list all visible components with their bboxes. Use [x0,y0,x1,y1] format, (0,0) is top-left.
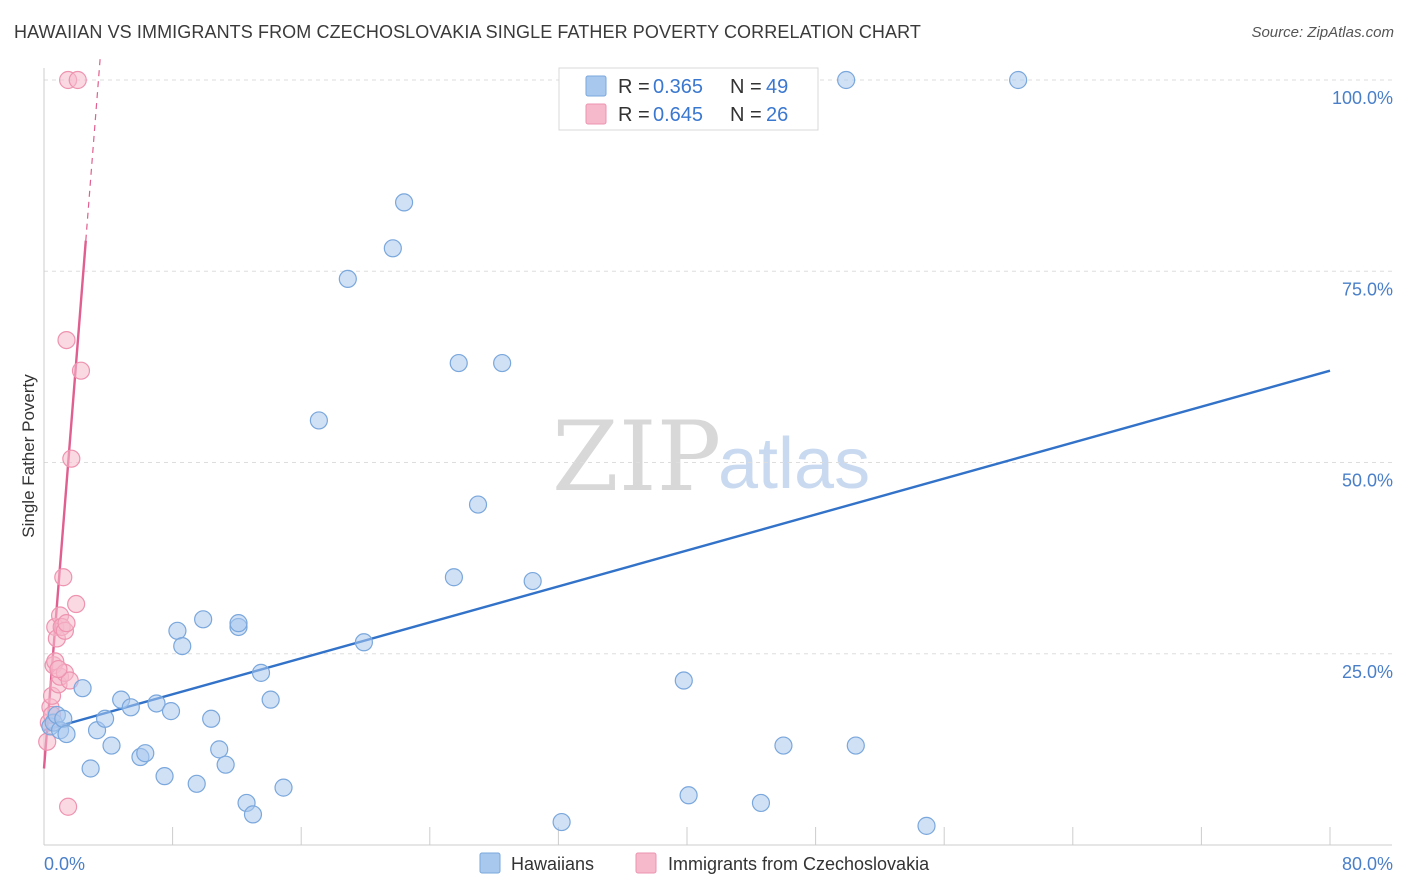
hawaiians-point-42 [552,812,571,832]
hawaiians-point-47 [837,70,856,90]
hawaiians-point-44 [679,786,698,805]
hawaiians-point-16 [155,767,174,786]
czechoslovakia-point-25 [49,659,68,679]
legend-n-value-1: 49 [766,76,788,98]
czechoslovakia-point-21 [62,449,81,468]
hawaiians-point-30 [261,690,280,709]
hawaiians-point-9 [95,709,115,728]
legend-swatch-czechoslovakia [585,103,607,125]
czechoslovakia-point-13 [54,568,73,587]
correlation-legend: R = 0.365 N = 49 R = 0.645 N = 26 [558,67,819,131]
hawaiians-point-28 [243,805,263,824]
x-tick-label-0: 0.0% [44,854,85,874]
hawaiians-point-22 [202,709,221,728]
hawaiians-point-5 [57,724,76,744]
series-hawaiians-points [41,70,1028,835]
legend-n-label-2: N = [730,104,762,126]
hawaiians-point-7 [81,759,100,778]
hawaiians-point-40 [493,353,512,373]
hawaiians-point-35 [383,239,402,258]
bottom-legend-swatch-czechoslovakia [635,852,657,874]
hawaiians-point-34 [354,633,373,652]
hawaiians-point-14 [136,744,155,763]
hawaiians-point-49 [917,816,936,835]
y-tick-label-0: 25.0% [1342,662,1393,682]
hawaiians-point-37 [444,568,464,587]
tick-labels: 25.0% 50.0% 75.0% 100.0% 0.0% 80.0% [44,88,1393,874]
hawaiians-point-48 [846,736,865,755]
hawaiians-point-33 [338,269,357,288]
watermark-zip: ZIP [552,401,721,513]
trend-line-2 [85,57,101,241]
hawaiians-point-21 [194,610,213,629]
bottom-legend-label-czechoslovakia: Immigrants from Czechoslovakia [668,854,930,874]
czechoslovakia-point-17 [57,331,76,350]
hawaiians-point-29 [251,663,271,682]
chart-title: HAWAIIAN VS IMMIGRANTS FROM CZECHOSLOVAK… [14,22,922,42]
series-czechoslovakia-points [38,70,91,816]
hawaiians-point-38 [449,353,468,373]
czechoslovakia-point-19 [59,797,78,816]
hawaiians-point-26 [229,614,248,633]
czechoslovakia-point-22 [67,594,86,614]
legend-r-label-2: R = [618,104,650,126]
legend-n-label-1: N = [730,76,762,98]
y-axis-label: Single Father Poverty [19,374,38,538]
hawaiians-point-12 [121,698,140,717]
hawaiians-point-43 [674,671,693,690]
gridlines [44,79,1392,655]
legend-n-value-2: 26 [766,104,788,126]
watermark-atlas: atlas [718,424,870,504]
hawaiians-point-17 [161,702,181,721]
hawaiians-point-36 [394,193,414,212]
hawaiians-point-20 [187,774,206,793]
bottom-legend-swatch-hawaiians [479,852,501,874]
hawaiians-point-15 [147,694,166,713]
legend-r-value-1: 0.365 [653,76,703,98]
hawaiians-point-4 [54,709,73,728]
legend-swatch-hawaiians [585,75,607,97]
hawaiians-point-24 [216,755,235,774]
hawaiians-point-31 [274,778,293,797]
hawaiians-point-19 [173,636,192,656]
x-tick-label-1: 80.0% [1342,854,1393,874]
y-tick-label-2: 75.0% [1342,279,1393,299]
y-tick-label-3: 100.0% [1332,88,1393,108]
series-legend: Hawaiians Immigrants from Czechoslovakia [479,852,930,874]
hawaiians-point-46 [774,736,793,755]
hawaiians-point-6 [73,679,92,698]
czechoslovakia-point-24 [71,361,91,380]
hawaiians-point-41 [523,571,542,591]
czechoslovakia-point-16 [57,614,76,633]
hawaiians-point-32 [309,411,328,430]
hawaiians-point-45 [751,793,771,813]
bottom-legend-label-hawaiians: Hawaiians [511,854,594,874]
hawaiians-point-23 [210,740,229,759]
hawaiians-point-10 [102,736,121,755]
czechoslovakia-point-23 [68,70,87,90]
hawaiians-point-50 [1009,70,1028,90]
chart-source: Source: ZipAtlas.com [1251,24,1394,41]
legend-r-label-1: R = [618,76,650,98]
hawaiians-point-18 [168,621,187,640]
y-tick-label-1: 50.0% [1342,471,1393,491]
hawaiians-point-39 [468,495,488,514]
legend-r-value-2: 0.645 [653,104,703,126]
